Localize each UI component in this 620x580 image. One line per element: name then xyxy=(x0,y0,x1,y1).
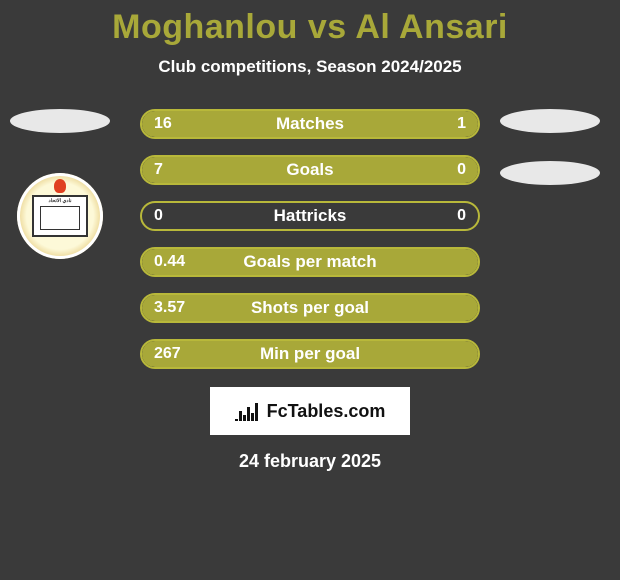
bar-label: Hattricks xyxy=(274,206,347,226)
bar-label: Matches xyxy=(276,114,344,134)
stats-area: نادي الاتحاد 16 Matches 1 7 Goals 0 0 Hattricks… xyxy=(0,109,620,369)
page-title: Moghanlou vs Al Ansari xyxy=(0,8,620,47)
bar-left-value: 267 xyxy=(154,345,181,363)
bar-left-value: 16 xyxy=(154,115,172,133)
logo-bar xyxy=(235,419,238,421)
logo-bar xyxy=(243,415,246,421)
stat-bar: 0.44 Goals per match xyxy=(140,247,480,277)
bar-label: Min per goal xyxy=(260,344,360,364)
player-right-ellipse-2 xyxy=(500,161,600,185)
bar-label: Goals per match xyxy=(243,252,376,272)
main-container: Moghanlou vs Al Ansari Club competitions… xyxy=(0,0,620,472)
stat-bar: 0 Hattricks 0 xyxy=(140,201,480,231)
logo-bar xyxy=(247,407,250,421)
player-right-ellipse-1 xyxy=(500,109,600,133)
stat-bar: 267 Min per goal xyxy=(140,339,480,369)
player-left-badges: نادي الاتحاد xyxy=(10,109,110,259)
player-left-club-badge: نادي الاتحاد xyxy=(17,173,103,259)
bar-left-value: 3.57 xyxy=(154,299,185,317)
bar-right-value: 0 xyxy=(457,207,466,225)
bar-fill-right xyxy=(411,111,478,137)
stat-bar: 16 Matches 1 xyxy=(140,109,480,139)
footer-date: 24 february 2025 xyxy=(0,451,620,472)
crest-text: نادي الاتحاد xyxy=(48,199,71,204)
bar-left-value: 0.44 xyxy=(154,253,185,271)
player-left-ellipse xyxy=(10,109,110,133)
bar-right-value: 1 xyxy=(457,115,466,133)
attribution-box: FcTables.com xyxy=(210,387,410,435)
bar-label: Shots per goal xyxy=(251,298,369,318)
logo-bar xyxy=(251,413,254,421)
torch-icon xyxy=(54,179,66,193)
stat-bar: 3.57 Shots per goal xyxy=(140,293,480,323)
player-right-badges xyxy=(500,109,600,185)
bar-left-value: 0 xyxy=(154,207,163,225)
page-subtitle: Club competitions, Season 2024/2025 xyxy=(0,57,620,77)
bar-right-value: 0 xyxy=(457,161,466,179)
logo-bar xyxy=(255,403,258,421)
attribution-text: FcTables.com xyxy=(267,401,386,422)
club-crest-inner: نادي الاتحاد xyxy=(32,195,88,237)
logo-bar xyxy=(239,411,242,421)
book-icon xyxy=(40,206,80,230)
fctables-logo-icon xyxy=(235,401,261,421)
bar-left-value: 7 xyxy=(154,161,163,179)
comparison-bars: 16 Matches 1 7 Goals 0 0 Hattricks 0 0.44 Goals pe… xyxy=(140,109,480,369)
bar-label: Goals xyxy=(286,160,333,180)
stat-bar: 7 Goals 0 xyxy=(140,155,480,185)
